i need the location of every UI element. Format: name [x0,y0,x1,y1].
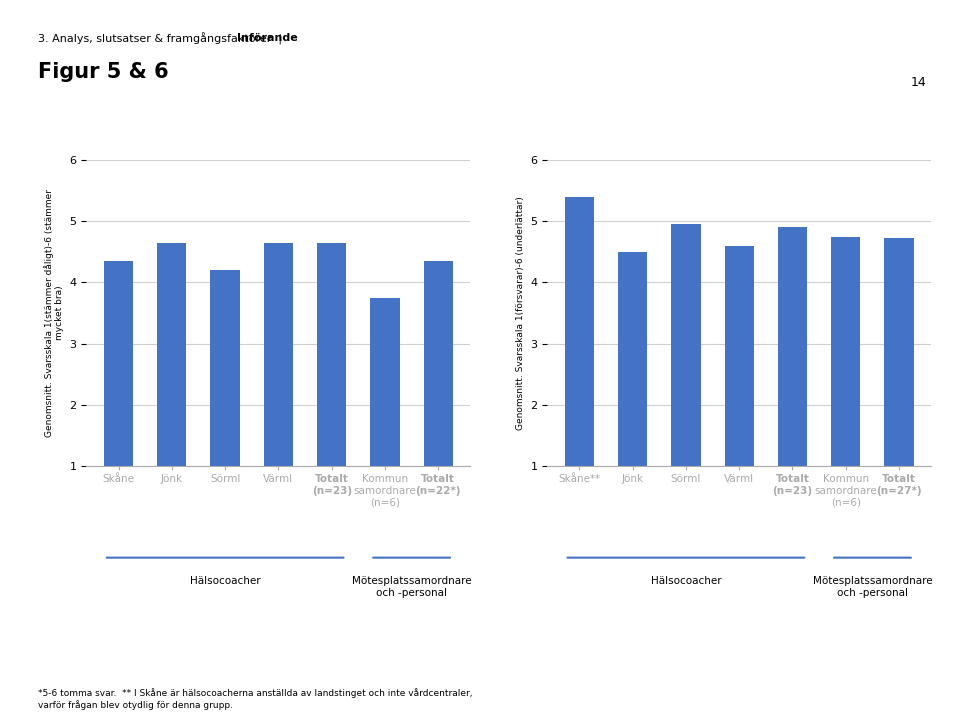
Bar [778,227,807,527]
Y-axis label: Genomsnitt. Svarsskala 1(försvarar)-6 (underlättar): Genomsnitt. Svarsskala 1(försvarar)-6 (u… [516,196,525,430]
Bar [317,242,347,527]
Text: *5-6 tomma svar.  ** I Skåne är hälsocoacherna anställda av landstinget och inte: *5-6 tomma svar. ** I Skåne är hälsocoac… [38,689,473,710]
Text: Införande: Införande [237,33,298,43]
Bar [618,252,647,527]
Text: Hälsocoacher: Hälsocoacher [190,576,260,586]
Bar [884,239,914,527]
Text: Figur 6. Hur påverkar din närmsta chef ditt arbete i
försöksverksamheten?: Figur 6. Hur påverkar din närmsta chef d… [508,101,831,127]
Bar [264,242,293,527]
Text: Figur 5. Stödjer dina arbetskamrater (som ej själva deltar i
försöksverksamheten: Figur 5. Stödjer dina arbetskamrater (so… [47,101,420,124]
Bar [564,197,594,527]
Bar [671,224,701,527]
Text: 14: 14 [911,76,926,90]
Bar [831,237,860,527]
Bar [371,298,399,527]
Bar [725,246,754,527]
Text: Figur 5 & 6: Figur 5 & 6 [38,62,169,82]
Text: Hälsocoacher: Hälsocoacher [651,576,721,586]
Bar [210,270,240,527]
Bar [423,261,453,527]
Bar [157,242,186,527]
Bar [104,261,133,527]
Text: Mötesplatssamordnare
och -personal: Mötesplatssamordnare och -personal [351,576,471,598]
Text: Mötesplatssamordnare
och -personal: Mötesplatssamordnare och -personal [812,576,932,598]
Y-axis label: Genomsnitt. Svarsskala 1(stämmer dåligt)-6 (stämmer
mycket bra): Genomsnitt. Svarsskala 1(stämmer dåligt)… [44,189,64,437]
Text: 3. Analys, slutsatser & framgångsfaktorer  |: 3. Analys, slutsatser & framgångsfaktore… [38,33,289,45]
